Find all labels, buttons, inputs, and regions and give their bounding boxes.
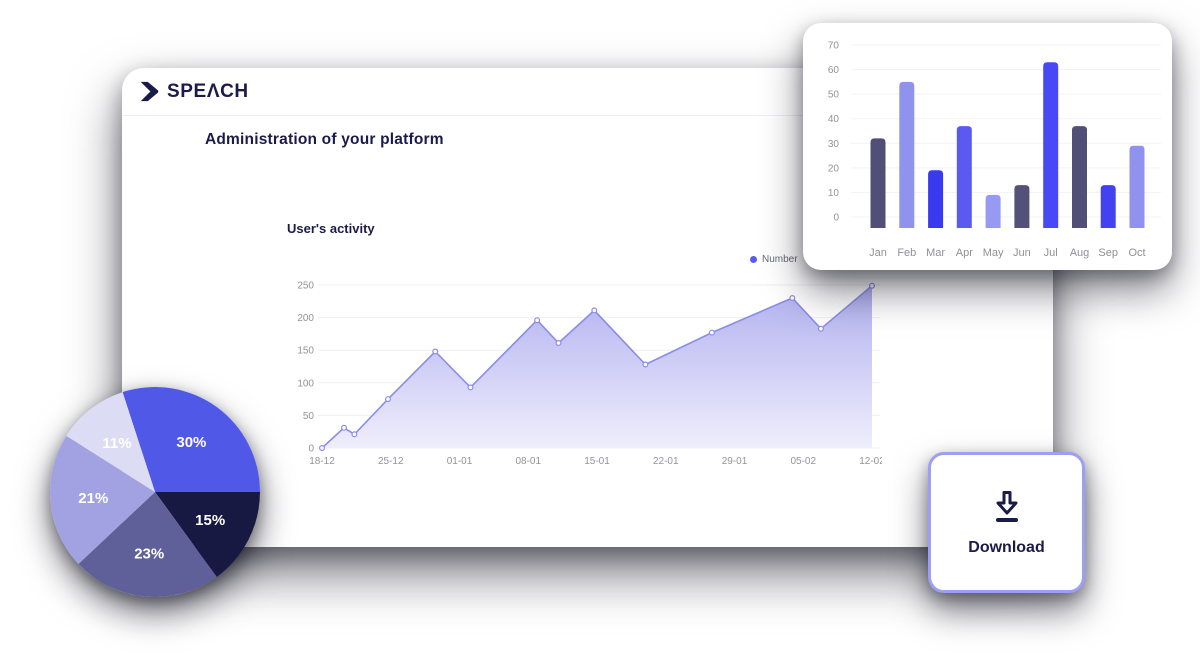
y-tick-label: 0 <box>833 213 839 224</box>
y-tick-label: 200 <box>297 313 314 324</box>
bar <box>985 194 1001 228</box>
legend-label: Number <box>762 254 798 265</box>
bar <box>899 81 915 229</box>
logo: SPEΛCH <box>139 81 249 103</box>
y-tick-label: 30 <box>828 139 840 150</box>
x-tick-label: 22-01 <box>653 456 679 467</box>
x-tick-label: Mar <box>926 247 945 259</box>
logo-arrow-icon <box>140 81 159 102</box>
pie-slice-label: 21% <box>78 490 108 507</box>
y-tick-label: 50 <box>303 411 315 422</box>
y-tick-label: 100 <box>297 378 314 389</box>
bar <box>956 126 972 228</box>
bar <box>1014 185 1030 228</box>
area-line <box>321 285 873 449</box>
logo-text: SPEΛCH <box>167 80 249 102</box>
share-pie-chart: 30% 15% 23% 21% 11% <box>50 387 260 597</box>
data-point <box>868 282 875 289</box>
y-tick-label: 40 <box>828 114 840 125</box>
data-point <box>534 317 541 324</box>
y-tick-label: 50 <box>828 90 840 101</box>
download-label: Download <box>968 539 1045 556</box>
app-header: SPEΛCH <box>122 68 1053 116</box>
pie-slice <box>78 492 217 597</box>
pie-slice <box>50 435 155 564</box>
pie-slice <box>155 492 260 577</box>
x-tick-label: May <box>983 247 1004 259</box>
bar-chart-card: 0 10 20 30 40 50 60 70 Jan Feb Mar Apr May Jun Jul Aug S… <box>803 23 1172 270</box>
x-tick-label: Jun <box>1013 247 1031 259</box>
data-point <box>351 431 358 438</box>
legend-dot <box>750 256 757 263</box>
y-tick-label: 250 <box>297 281 314 292</box>
x-tick-label: 18-12 <box>309 456 335 467</box>
x-tick-label: Aug <box>1070 247 1090 259</box>
data-point <box>340 424 347 431</box>
data-point <box>555 339 562 346</box>
pie-slice-label: 15% <box>195 512 225 529</box>
x-tick-label: Sep <box>1098 247 1118 259</box>
bar <box>1100 185 1116 228</box>
x-tick-label: Jul <box>1044 247 1058 259</box>
bar <box>928 170 944 228</box>
data-point <box>384 396 391 403</box>
y-tick-label: 70 <box>828 41 840 52</box>
y-tick-label: 20 <box>828 163 840 174</box>
pie-slice <box>122 387 260 492</box>
x-tick-label: Jan <box>869 247 887 259</box>
data-point <box>642 361 649 368</box>
pie-slice-label: 23% <box>134 546 164 563</box>
data-point <box>467 384 474 391</box>
bar <box>870 138 886 228</box>
x-tick-label: 25-12 <box>378 456 404 467</box>
data-point <box>591 307 598 314</box>
pie-slice <box>66 392 155 492</box>
y-tick-label: 150 <box>297 346 314 357</box>
y-tick-label: 60 <box>828 65 840 76</box>
bar <box>1072 126 1087 228</box>
x-tick-label: 12-02 <box>859 456 882 467</box>
download-card[interactable]: Download <box>928 452 1085 593</box>
pie-chart-card: 30% 15% 23% 21% 11% <box>50 387 260 597</box>
user-activity-area-chart: 0 50 100 150 200 250 18-12 25-12 01-01 08-01 15-01… <box>297 281 882 468</box>
data-point <box>708 329 715 336</box>
x-tick-label: 08-01 <box>515 456 541 467</box>
pie-slice-label: 30% <box>176 434 206 451</box>
area-fill <box>322 285 872 448</box>
monthly-bar-chart: 0 10 20 30 40 50 60 70 Jan Feb Mar Apr May Jun Jul Aug S… <box>828 41 1161 259</box>
x-tick-label: Oct <box>1128 247 1145 259</box>
y-tick-label: 10 <box>828 188 840 199</box>
data-point <box>432 348 439 355</box>
x-tick-label: 01-01 <box>447 456 473 467</box>
x-tick-label: 29-01 <box>722 456 748 467</box>
data-point <box>789 295 796 302</box>
x-tick-label: 05-02 <box>790 456 816 467</box>
x-tick-label: Feb <box>897 247 916 259</box>
bar <box>1129 145 1145 228</box>
download-icon <box>995 491 1018 522</box>
activity-chart-title: User's activity <box>287 221 375 236</box>
chart-legend: Number <box>750 254 798 265</box>
x-tick-label: Apr <box>956 247 973 259</box>
y-tick-label: 0 <box>308 444 314 455</box>
data-point <box>817 325 824 332</box>
x-tick-label: 15-01 <box>584 456 610 467</box>
bar <box>1043 62 1059 229</box>
pie-slice-label: 11% <box>102 435 131 452</box>
page-title: Administration of your platform <box>205 131 444 148</box>
data-point <box>318 445 325 452</box>
